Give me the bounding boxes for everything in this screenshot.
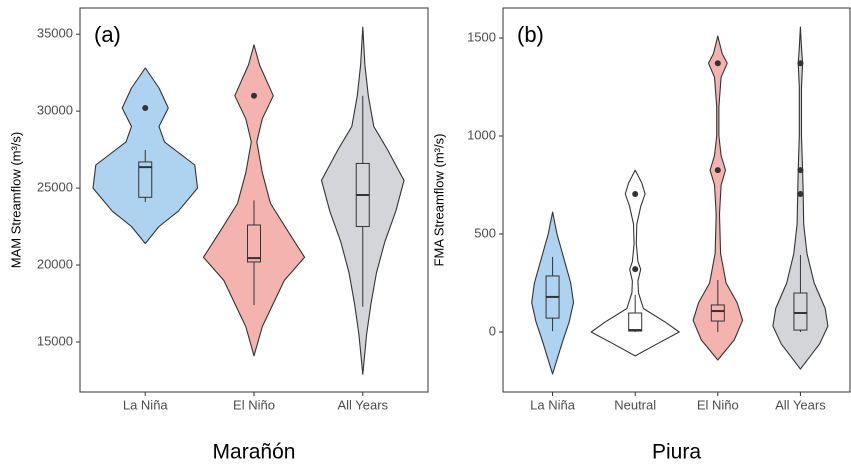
box xyxy=(710,304,725,322)
box xyxy=(628,312,643,332)
y-axis-title: MAM Streamflow (m³/s) xyxy=(8,132,23,269)
y-tick-label: 1000 xyxy=(467,127,496,142)
panel-label: (b) xyxy=(517,22,544,47)
outlier xyxy=(797,191,804,198)
y-tick-label: 15000 xyxy=(37,333,73,348)
violin xyxy=(692,35,744,361)
y-tick-label: 0 xyxy=(489,323,496,338)
y-tick-label: 25000 xyxy=(37,180,73,195)
box xyxy=(793,292,808,331)
y-tick-label: 20000 xyxy=(37,256,73,271)
outlier xyxy=(797,60,804,67)
plot-frame xyxy=(502,7,851,393)
box xyxy=(138,161,153,198)
x-tick-label: All Years xyxy=(337,397,388,412)
x-tick-label: Neutral xyxy=(614,397,656,412)
violin xyxy=(202,44,306,357)
outlier xyxy=(714,60,721,67)
panel-label: (a) xyxy=(94,22,121,47)
y-axis-title: FMA Streamflow (m³/s) xyxy=(431,134,446,267)
outlier xyxy=(251,92,257,99)
y-tick-label: 1500 xyxy=(467,29,496,44)
panel-title: Piura xyxy=(652,441,701,464)
violin xyxy=(590,169,680,357)
x-tick-label: All Years xyxy=(775,397,826,412)
box xyxy=(247,224,261,263)
outlier xyxy=(714,167,721,174)
y-tick-label: 35000 xyxy=(37,26,73,41)
x-tick-label: El Niño xyxy=(697,397,739,412)
x-tick-label: La Niña xyxy=(123,397,169,412)
x-tick-label: La Niña xyxy=(530,397,576,412)
y-tick-label: 500 xyxy=(474,225,496,240)
x-tick-label: El Niño xyxy=(233,397,275,412)
outlier xyxy=(632,266,639,273)
outlier xyxy=(142,105,149,112)
outlier xyxy=(632,191,639,198)
violin xyxy=(772,26,829,370)
y-tick-label: 30000 xyxy=(37,103,73,118)
outlier xyxy=(797,167,804,174)
panel-title: Marañón xyxy=(213,441,296,464)
